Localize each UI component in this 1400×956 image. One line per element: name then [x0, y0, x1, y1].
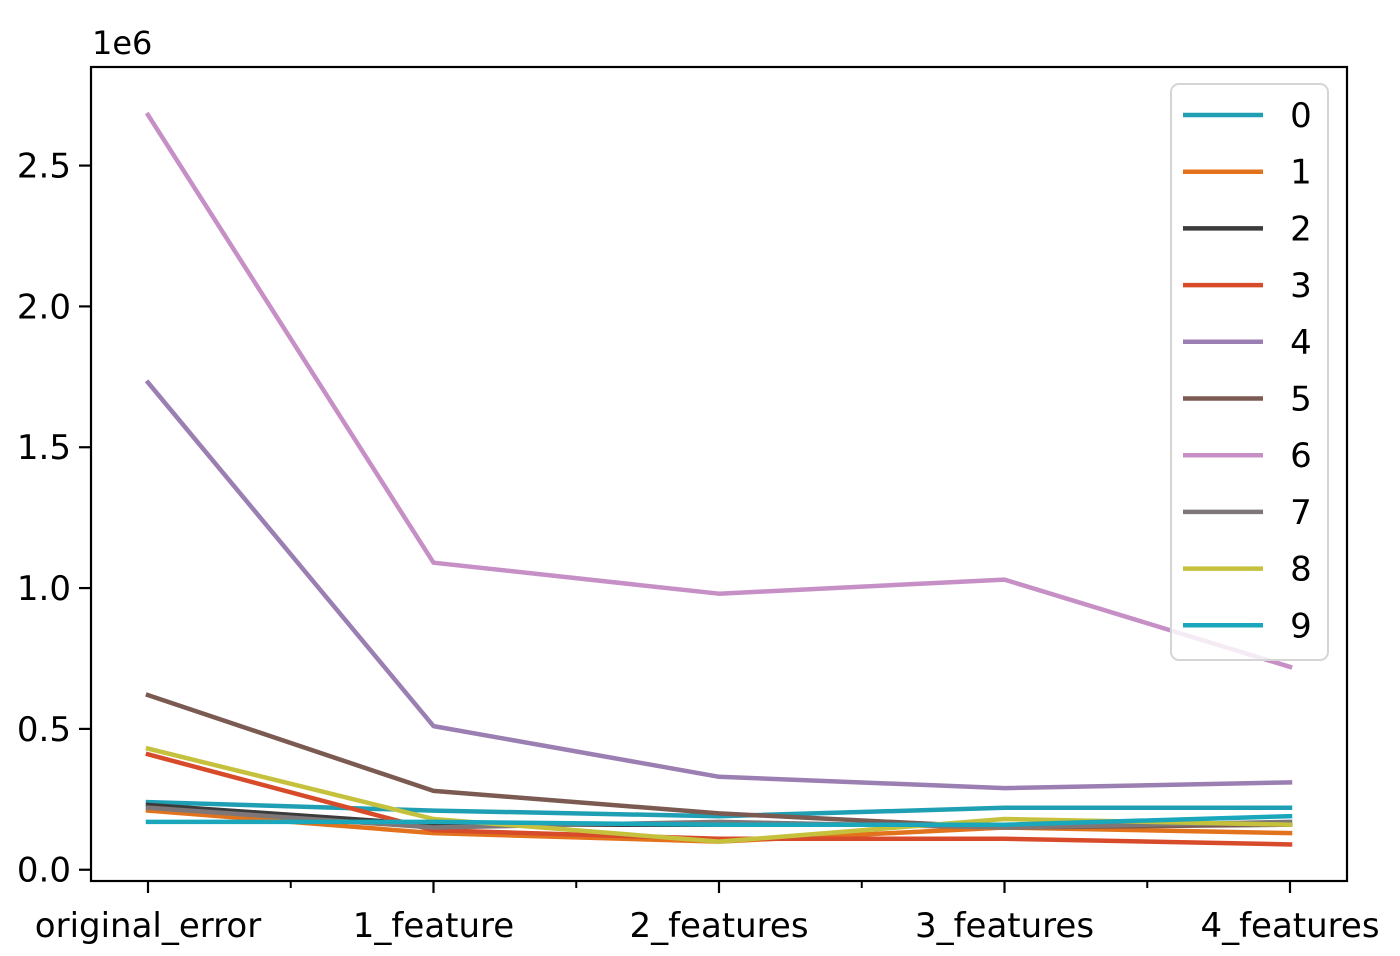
y-tick-label: 1.0 [17, 569, 71, 609]
y-axis-offset-label: 1e6 [92, 24, 152, 62]
legend-label-1: 1 [1290, 153, 1312, 193]
legend-label-0: 0 [1290, 96, 1312, 136]
y-tick-label: 2.5 [17, 147, 71, 187]
legend-label-3: 3 [1290, 266, 1312, 306]
series-line-9 [145, 813, 1293, 827]
plot-frame [89, 65, 1349, 883]
legend-label-8: 8 [1290, 550, 1312, 590]
x-axis: original_error 1_feature 2_features 3_featu… [35, 881, 1380, 946]
series-line-4 [144, 379, 1293, 791]
y-tick-label: 0.5 [17, 710, 71, 750]
legend-label-4: 4 [1290, 323, 1312, 363]
legend-label-7: 7 [1290, 493, 1312, 533]
series-line-3 [145, 751, 1293, 847]
legend-label-9: 9 [1290, 606, 1312, 646]
x-tick-label: 1_feature [353, 906, 514, 946]
series-line-0 [145, 799, 1293, 819]
legend-label-5: 5 [1290, 380, 1312, 420]
x-tick-label: 4_features [1200, 906, 1379, 946]
legend: 0 1 2 3 4 5 6 7 8 9 [1170, 83, 1329, 661]
x-tick-label: 2_features [629, 906, 808, 946]
y-axis: 0.0 0.5 1.0 1.5 2.0 2.5 [17, 147, 91, 891]
y-tick-label: 2.0 [17, 287, 71, 327]
x-tick-label: 3_features [915, 906, 1094, 946]
series-line-6 [144, 111, 1293, 670]
y-tick-label: 1.5 [17, 428, 71, 468]
legend-label-6: 6 [1290, 436, 1312, 476]
legend-label-2: 2 [1290, 209, 1312, 249]
y-tick-label: 0.0 [17, 851, 71, 891]
x-tick-label: original_error [35, 906, 261, 946]
series-lines [144, 111, 1293, 847]
